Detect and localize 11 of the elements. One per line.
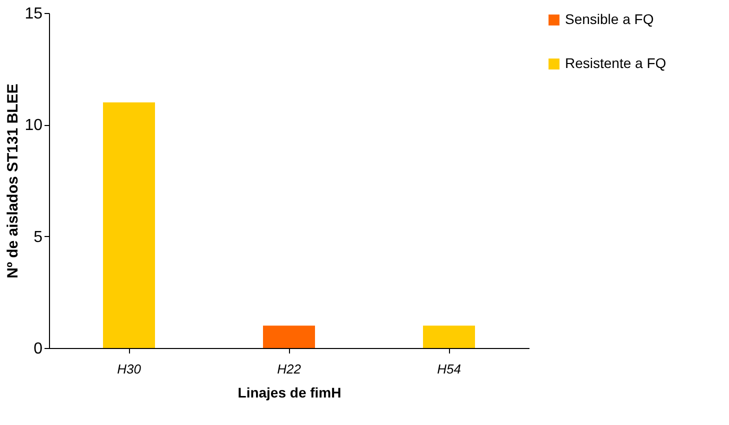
legend-label: Resistente a FQ bbox=[565, 55, 666, 71]
y-tick-label: 15 bbox=[24, 6, 43, 22]
x-tick-label: H22 bbox=[277, 362, 302, 376]
legend-label: Sensible a FQ bbox=[565, 11, 654, 27]
x-axis-title: Linajes de fimH bbox=[238, 384, 342, 400]
y-tick-label: 10 bbox=[24, 117, 43, 134]
y-axis-title: Nº de aislados ST131 BLEE bbox=[4, 84, 22, 278]
y-tick-label: 0 bbox=[34, 340, 43, 358]
y-tick-label: 5 bbox=[34, 228, 43, 246]
x-tick-label: H30 bbox=[117, 362, 142, 376]
x-tick-label: H54 bbox=[437, 362, 461, 376]
